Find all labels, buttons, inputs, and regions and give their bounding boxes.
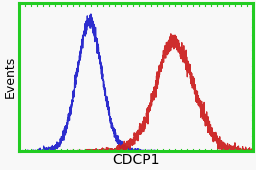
Y-axis label: Events: Events (4, 56, 16, 98)
X-axis label: CDCP1: CDCP1 (112, 152, 160, 167)
